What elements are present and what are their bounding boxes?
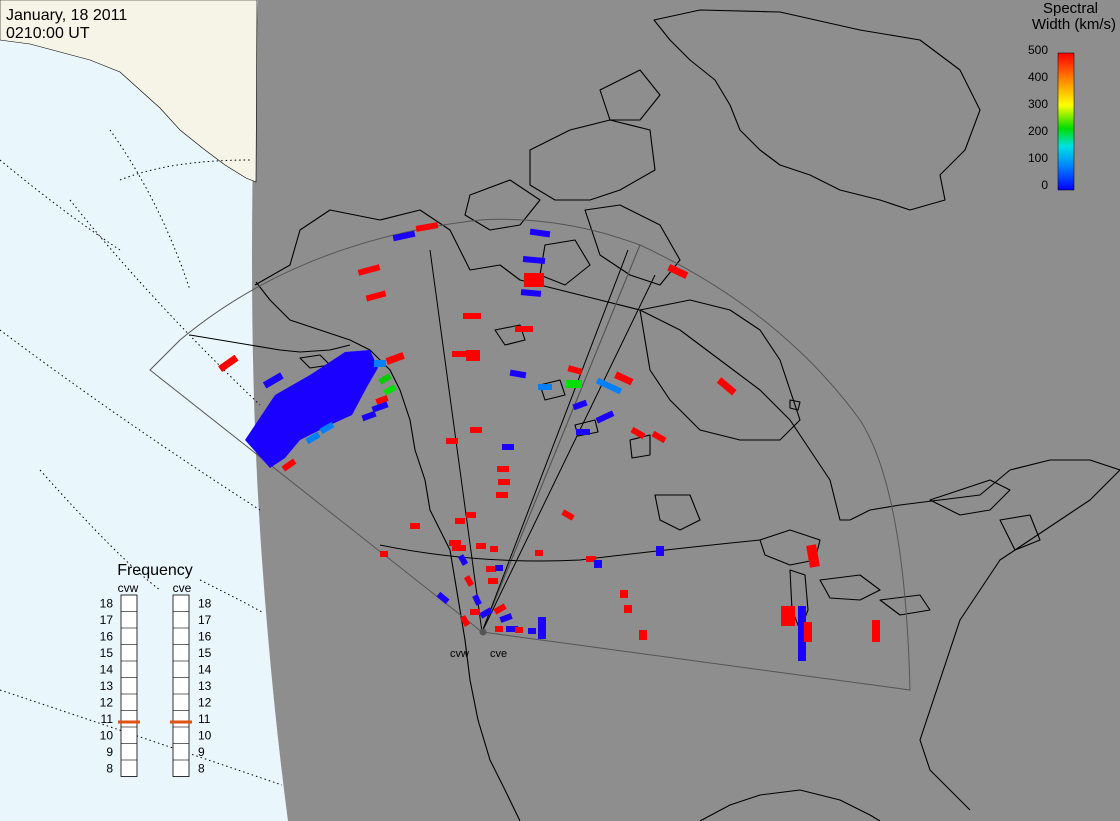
- frequency-tick-label: 8: [198, 761, 205, 775]
- nightside-region: [252, 0, 1120, 821]
- frequency-tick-label: 17: [198, 613, 212, 627]
- frequency-ladder-cve: [172, 594, 190, 777]
- frequency-tick-label: 17: [100, 613, 114, 627]
- frequency-tick-label: 9: [106, 745, 113, 759]
- colorbar-tick: 200: [1028, 124, 1048, 138]
- radar-site-marker: [479, 628, 487, 636]
- colorbar-tick: 300: [1028, 97, 1048, 111]
- colorbar-tick: 500: [1028, 43, 1048, 57]
- colorbar-tick: 0: [1041, 178, 1048, 192]
- range-gate-echoes: [218, 222, 880, 661]
- frequency-tick-label: 18: [198, 596, 212, 610]
- site-label-cvw: cvw: [450, 648, 469, 660]
- radar-sites: [479, 628, 487, 636]
- frequency-tick-label: 18: [100, 596, 114, 610]
- frequency-tick-label: 15: [198, 646, 212, 660]
- time-label: 0210:00 UT: [6, 25, 90, 42]
- frequency-tick-label: 11: [198, 712, 211, 726]
- frequency-tick-label: 13: [100, 679, 114, 693]
- frequency-tick-label: 14: [100, 662, 114, 676]
- frequency-title: Frequency: [117, 562, 193, 579]
- frequency-tick-label: 8: [106, 761, 113, 775]
- frequency-tick-label: 9: [198, 745, 205, 759]
- frequency-ladder-cvw: [120, 594, 138, 777]
- frequency-tick-label: 16: [198, 629, 212, 643]
- frequency-tick-label: 10: [198, 728, 212, 742]
- frequency-columns: 18 17 16 15 14 13 12 11 10 9 8 18 17 16 15 14 13 12 11 10 9 8: [100, 594, 212, 777]
- colorbar-tick: 100: [1028, 151, 1048, 165]
- frequency-tick-label: 14: [198, 662, 212, 676]
- site-label-cve: cve: [490, 648, 507, 660]
- frequency-tick-label: 10: [100, 728, 114, 742]
- frequency-tick-label: 15: [100, 646, 114, 660]
- colorbar-title-line2: Width (km/s): [1032, 16, 1116, 33]
- frequency-tick-label: 12: [198, 695, 212, 709]
- colorbar-title-line1: Spectral: [1043, 0, 1098, 17]
- frequency-tick-label: 13: [198, 679, 212, 693]
- geographic-grid: [0, 129, 283, 786]
- date-label: January, 18 2011: [6, 7, 127, 24]
- colorbar: Spectral Width (km/s) 500 400 300 200 10…: [1028, 0, 1116, 192]
- frequency-radar-label-cve: cve: [173, 581, 192, 595]
- frequency-radar-label-cvw: cvw: [118, 581, 139, 595]
- frequency-tick-label: 11: [101, 712, 114, 726]
- scatter-blue-patch: [245, 350, 378, 468]
- cve-fov: [481, 244, 911, 691]
- frequency-tick-label: 16: [100, 629, 114, 643]
- colorbar-tick: 400: [1028, 70, 1048, 84]
- land-dayside: [0, 0, 258, 183]
- frequency-panel: Frequency cvw cve 1817161514131211109818…: [100, 562, 212, 777]
- colorbar-gradient: [1057, 52, 1075, 191]
- frequency-tick-label: 12: [100, 695, 114, 709]
